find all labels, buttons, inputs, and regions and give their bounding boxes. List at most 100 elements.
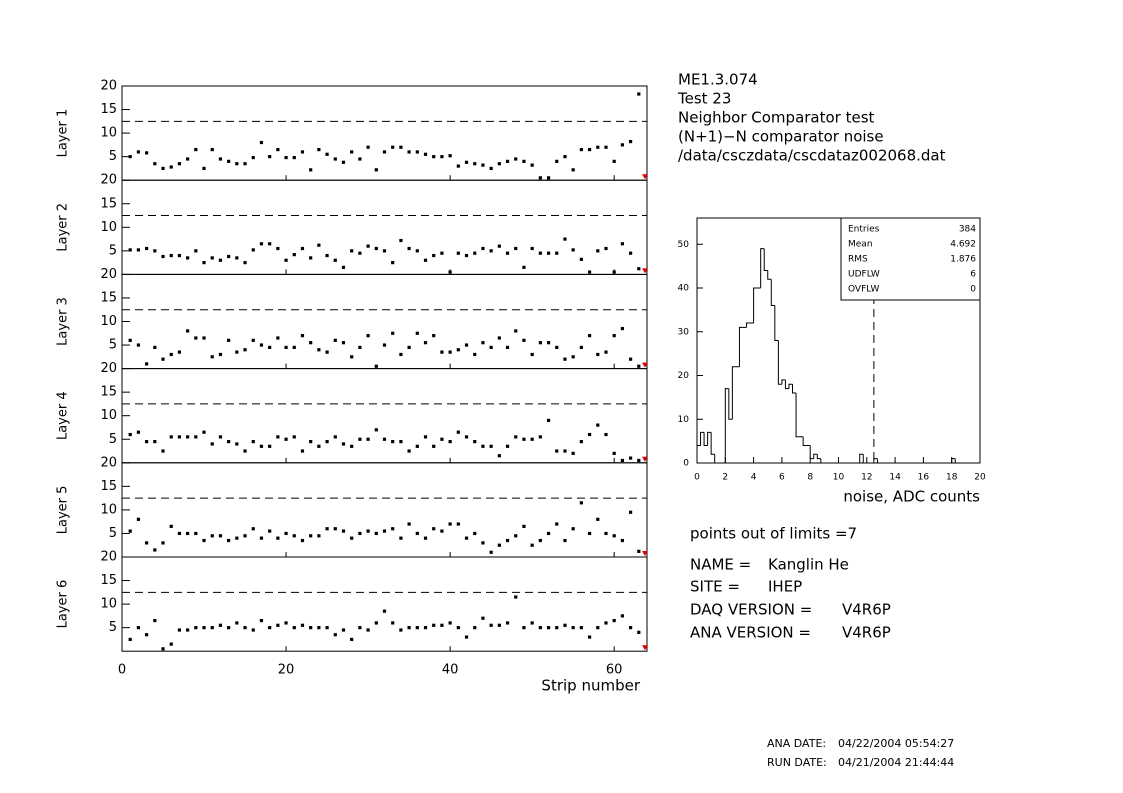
data-point [325, 253, 329, 258]
data-point [227, 338, 231, 342]
data-point [284, 258, 288, 262]
y-tick-label: 30 [678, 327, 690, 337]
data-point [235, 256, 239, 260]
data-point [186, 256, 190, 260]
data-point [456, 251, 460, 255]
histogram-bin [792, 384, 797, 394]
y-tick-label: 20 [100, 267, 117, 282]
data-point [161, 647, 165, 651]
data-point [620, 242, 624, 246]
data-point [563, 237, 567, 241]
y-tick-label: 15 [100, 196, 117, 211]
data-point [604, 246, 608, 251]
y-tick-label: 10 [100, 126, 117, 141]
data-point [251, 248, 255, 252]
data-point [227, 254, 231, 259]
data-point [415, 444, 419, 448]
data-point [317, 348, 321, 352]
data-point [456, 626, 460, 630]
data-point [276, 336, 280, 340]
data-point [415, 150, 419, 154]
data-point [538, 435, 542, 439]
data-point [555, 345, 559, 350]
data-point [382, 609, 387, 613]
header-line: ME1.3.074 [678, 71, 758, 89]
data-point [202, 336, 206, 340]
header-line: (N+1)−N comparator noise [678, 128, 884, 146]
data-point [350, 249, 354, 253]
data-point [481, 246, 485, 251]
histogram-bin [696, 445, 701, 463]
data-point [432, 253, 436, 258]
data-point [604, 350, 608, 354]
data-point [505, 159, 510, 163]
stats-label: UDFLW [848, 270, 880, 280]
data-point [456, 430, 460, 434]
data-point [177, 628, 182, 632]
data-point [571, 248, 575, 252]
data-point [473, 251, 477, 255]
data-point [128, 248, 132, 252]
x-tick-label: 0 [118, 663, 126, 678]
data-point [210, 256, 214, 260]
data-point [612, 159, 616, 163]
data-point [505, 538, 510, 543]
data-point [284, 155, 288, 160]
data-point [177, 253, 182, 258]
data-point [481, 341, 485, 345]
data-point [292, 534, 296, 538]
data-point [161, 541, 165, 545]
data-point [350, 150, 354, 154]
data-point [153, 440, 157, 444]
data-point [399, 628, 403, 632]
stats-value: 0 [970, 285, 976, 295]
data-point [440, 437, 444, 441]
data-point [333, 435, 337, 439]
data-point [538, 341, 542, 345]
data-point [341, 529, 346, 533]
data-point [596, 145, 600, 149]
data-point [604, 621, 608, 625]
data-point [350, 355, 354, 359]
data-point [473, 440, 477, 444]
histogram-bin [703, 432, 708, 446]
data-point [473, 626, 477, 630]
data-point [612, 334, 616, 338]
histogram-bin [753, 287, 758, 323]
data-point [464, 343, 469, 347]
data-point [637, 458, 641, 463]
data-point [218, 623, 223, 627]
data-point [186, 531, 190, 536]
data-point [546, 251, 551, 255]
data-point [227, 159, 231, 163]
data-point [276, 536, 280, 540]
stats-box [840, 217, 981, 301]
overflow-marker [642, 362, 648, 368]
data-point [374, 246, 378, 251]
data-point [538, 538, 542, 543]
data-point [546, 418, 551, 423]
data-point [128, 338, 132, 342]
data-point [227, 538, 231, 543]
data-point [407, 150, 411, 154]
histogram-bin [746, 322, 751, 328]
data-point [292, 155, 296, 160]
data-point [243, 348, 247, 352]
data-point [505, 251, 510, 255]
data-point [382, 529, 387, 533]
data-point [227, 626, 231, 630]
histogram-bin [781, 379, 786, 385]
data-point [276, 435, 280, 439]
data-point [473, 162, 477, 166]
info-value: IHEP [768, 578, 802, 596]
date-value: 04/21/2004 21:44:44 [838, 756, 954, 769]
data-point [341, 265, 346, 269]
data-point [530, 543, 534, 547]
data-point [448, 350, 452, 354]
histogram-bin [770, 279, 775, 306]
data-point [571, 626, 575, 630]
data-point [546, 176, 551, 180]
data-point [464, 635, 469, 639]
